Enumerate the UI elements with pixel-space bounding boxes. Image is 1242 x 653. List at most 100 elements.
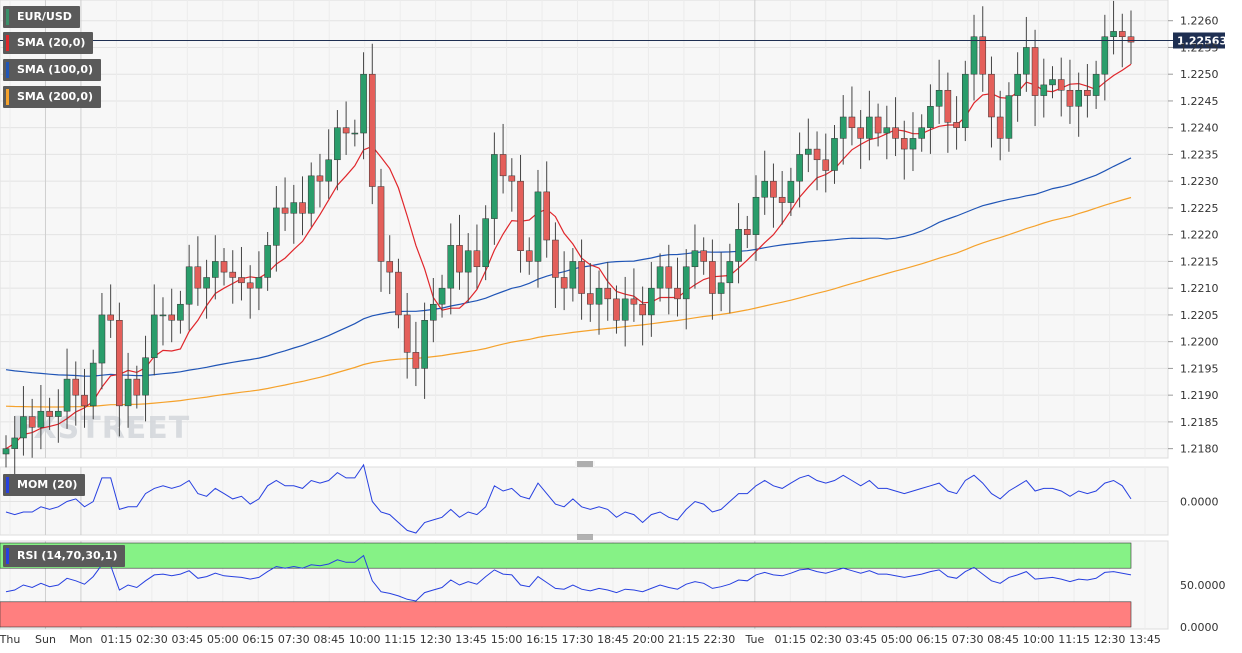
- candle: [778, 171, 786, 225]
- candle: [1023, 16, 1030, 92]
- sma-200-tag[interactable]: SMA (200,0): [3, 86, 102, 108]
- candle: [630, 268, 638, 322]
- y-tick-label: 1.2245: [1180, 95, 1219, 108]
- panel-resize-handle[interactable]: [577, 534, 593, 540]
- candle-body-down: [368, 73, 376, 187]
- rsi-y-label: 0.0000: [1180, 621, 1219, 634]
- candle: [377, 168, 385, 292]
- candle-body-down: [996, 116, 1004, 139]
- y-tick-label: 1.2250: [1180, 68, 1219, 81]
- candle: [342, 101, 350, 155]
- candle-body-up: [98, 314, 106, 364]
- y-tick-label: 1.2215: [1180, 255, 1219, 268]
- x-tick-label: 13:45: [455, 633, 487, 646]
- candle: [953, 96, 960, 150]
- candle: [1057, 57, 1065, 117]
- y-tick-label: 1.2210: [1180, 282, 1219, 295]
- candle: [648, 261, 655, 337]
- momentum-line: [5, 463, 1132, 534]
- x-tick-label: 10:00: [349, 633, 381, 646]
- y-tick-label: 1.2180: [1180, 443, 1219, 456]
- candle: [770, 163, 777, 228]
- x-tick-label: Tue: [744, 633, 764, 646]
- candle: [822, 133, 830, 193]
- candle-body-up: [1092, 73, 1100, 96]
- x-tick-label: 03:45: [171, 633, 203, 646]
- x-tick-label: Thu: [0, 633, 20, 646]
- candle: [595, 270, 603, 335]
- candle: [709, 239, 716, 320]
- candle-body-down: [46, 410, 53, 417]
- last-price-line: 1.22563: [0, 32, 1227, 49]
- sma-20-label: SMA (20,0): [17, 36, 86, 49]
- candle: [203, 259, 210, 319]
- candle-body-down: [700, 250, 707, 262]
- candle-body-up: [621, 298, 629, 321]
- candle-body-down: [674, 287, 681, 300]
- candle-body-down: [72, 378, 80, 396]
- candle-body-down: [473, 250, 481, 268]
- momentum-tag[interactable]: MOM (20): [3, 474, 86, 496]
- candle-body-down: [1031, 47, 1039, 96]
- candle: [351, 119, 359, 147]
- candle-body-up: [212, 261, 219, 278]
- candle: [900, 120, 908, 180]
- sma-200-line: [5, 196, 1132, 408]
- candle: [133, 365, 141, 409]
- candle: [37, 384, 45, 450]
- candle-body-down: [1118, 31, 1126, 37]
- candle: [674, 257, 681, 317]
- candle-body-down: [412, 352, 420, 369]
- price-panel[interactable]: [0, 0, 1169, 459]
- candle-body-up: [290, 202, 298, 214]
- rsi-tag[interactable]: RSI (14,70,30,1): [3, 545, 126, 567]
- candle-body-down: [1084, 89, 1091, 96]
- candle-body-up: [595, 287, 603, 305]
- candle: [1031, 29, 1039, 127]
- y-tick-label: 1.2195: [1180, 362, 1219, 375]
- candle-body-up: [909, 138, 917, 150]
- candle-body-up: [482, 218, 489, 268]
- candle-body-up: [203, 277, 210, 289]
- candle: [412, 321, 420, 387]
- candle-body-up: [124, 378, 132, 407]
- candle-body-down: [552, 239, 559, 278]
- candle: [761, 150, 769, 215]
- y-tick-label: 1.2190: [1180, 389, 1219, 402]
- y-tick-label: 1.2260: [1180, 15, 1219, 28]
- panel-resize-handle[interactable]: [575, 461, 595, 467]
- candle: [691, 224, 699, 289]
- candle-body-up: [534, 191, 542, 262]
- x-tick-label: 12:30: [1094, 633, 1126, 646]
- x-tick-label: 20:00: [633, 633, 665, 646]
- sma-20-tag[interactable]: SMA (20,0): [3, 32, 94, 54]
- rsi-oversold-zone: [0, 601, 1132, 628]
- candle-body-up: [159, 314, 167, 317]
- candle-body-up: [1040, 84, 1048, 96]
- candle: [430, 278, 437, 343]
- candle: [255, 251, 263, 311]
- sma-100-tag[interactable]: SMA (100,0): [3, 59, 102, 81]
- candle: [743, 215, 751, 249]
- candle-body-up: [142, 357, 149, 396]
- candle-body-down: [560, 277, 568, 289]
- candle-body-up: [307, 175, 315, 214]
- candle: [20, 386, 27, 456]
- x-tick-label: 06:15: [916, 633, 948, 646]
- candle-body-up: [177, 303, 184, 321]
- candle: [944, 72, 952, 153]
- candle-body-up: [255, 277, 263, 289]
- candle: [996, 90, 1004, 161]
- y-tick-label: 1.2225: [1180, 202, 1219, 215]
- candle: [316, 153, 324, 208]
- candle: [28, 398, 36, 458]
- candle-body-up: [691, 250, 699, 268]
- candle-body-up: [918, 127, 925, 139]
- candle-body-down: [281, 207, 289, 214]
- candle: [246, 265, 254, 319]
- candle-body-down: [1127, 36, 1135, 43]
- symbol-tag[interactable]: EUR/USD: [3, 6, 80, 28]
- x-tick-label: 08:45: [313, 633, 345, 646]
- candle-body-up: [351, 132, 359, 135]
- candle-body-up: [1023, 47, 1030, 75]
